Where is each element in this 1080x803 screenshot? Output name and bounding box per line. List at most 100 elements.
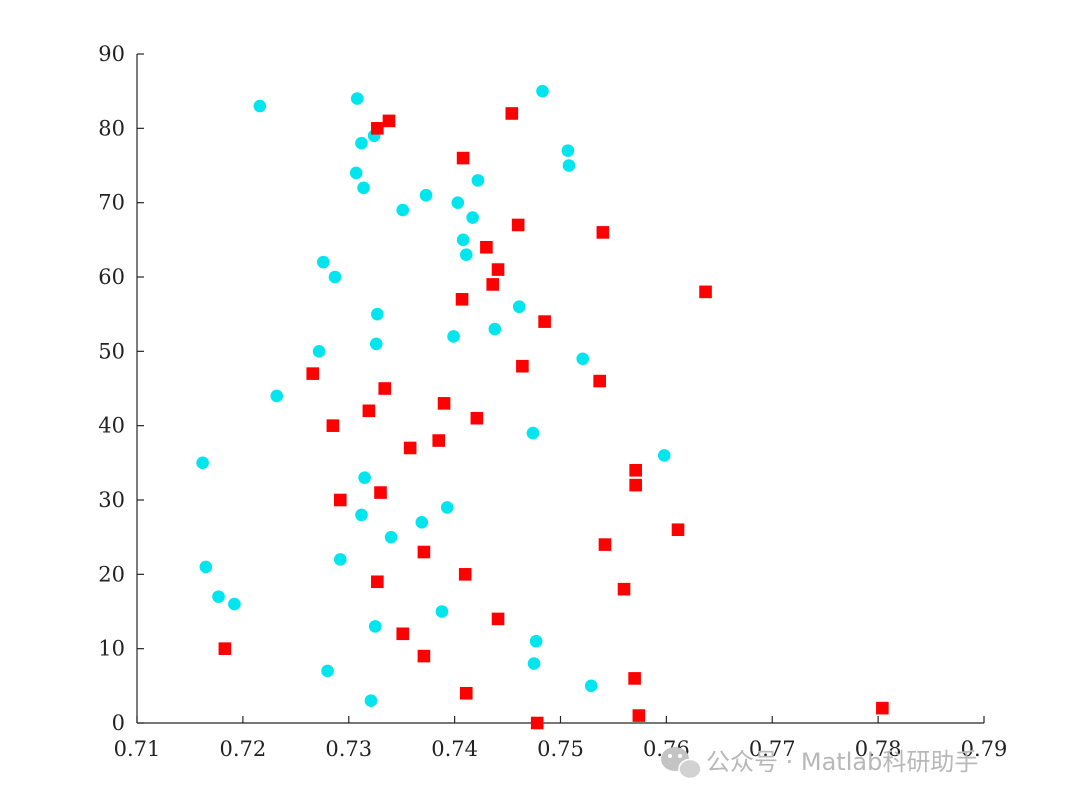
y-tick-label: 50 xyxy=(98,339,125,363)
square-point xyxy=(593,374,606,388)
circle-point xyxy=(355,136,368,150)
square-point xyxy=(437,397,451,410)
circle-point xyxy=(456,233,470,247)
x-tick-label: 0.71 xyxy=(114,737,161,761)
square-point xyxy=(699,285,712,299)
square-point xyxy=(491,612,505,626)
y-tick-label: 40 xyxy=(98,414,125,438)
y-tick-label: 80 xyxy=(98,116,125,140)
square-point xyxy=(671,523,685,537)
circle-point xyxy=(312,345,326,358)
circle-point xyxy=(384,530,398,544)
square-point xyxy=(491,263,505,276)
series-square xyxy=(218,107,889,730)
square-point xyxy=(629,478,642,492)
circle-point xyxy=(253,99,267,113)
circle-point xyxy=(415,516,429,529)
watermark: 公众号 · Matlab科研助手 xyxy=(661,747,978,780)
square-point xyxy=(326,419,340,432)
y-tick-label: 30 xyxy=(98,488,125,512)
square-point xyxy=(417,649,431,663)
circle-point xyxy=(419,188,433,202)
circle-point xyxy=(471,174,485,187)
circle-point xyxy=(199,560,213,574)
square-point xyxy=(382,114,396,128)
axes: 0.71 0.72 0.73 0.74 0.75 0.76 0.77 0.78 0.79 010… xyxy=(98,42,1007,761)
circle-point xyxy=(358,471,371,485)
circle-point xyxy=(212,590,225,603)
square-point xyxy=(505,107,519,120)
square-point xyxy=(403,441,417,455)
circle-point xyxy=(349,166,363,180)
y-tick-label: 60 xyxy=(98,265,125,289)
circle-point xyxy=(512,300,526,314)
circle-point xyxy=(357,181,370,195)
square-point xyxy=(486,278,500,291)
circle-point xyxy=(333,553,347,566)
square-point xyxy=(374,486,387,499)
square-point xyxy=(530,716,544,730)
x-tick-label: 0.74 xyxy=(431,737,478,761)
circle-point xyxy=(584,679,598,693)
circle-point xyxy=(228,597,241,611)
square-point xyxy=(371,575,384,589)
square-point xyxy=(417,545,431,559)
circle-point xyxy=(350,92,364,105)
y-tick-label: 70 xyxy=(98,191,125,215)
watermark-text: 公众号 · Matlab科研助手 xyxy=(706,748,978,776)
circle-point xyxy=(451,196,465,209)
wechat-icon xyxy=(661,747,702,780)
square-point xyxy=(876,701,889,715)
circle-point xyxy=(447,330,460,343)
square-point xyxy=(396,627,410,641)
square-point xyxy=(218,642,232,655)
square-point xyxy=(459,686,473,700)
x-tick-label: 0.73 xyxy=(325,737,372,761)
square-point xyxy=(480,240,493,254)
x-tick-label: 0.77 xyxy=(749,737,796,761)
circle-point xyxy=(355,508,368,522)
square-point xyxy=(538,315,551,328)
circle-point xyxy=(328,270,342,284)
square-point xyxy=(598,538,612,551)
square-point xyxy=(516,359,529,373)
square-point xyxy=(306,367,320,380)
x-tick-label: 0.79 xyxy=(961,737,1008,761)
square-point xyxy=(617,582,631,596)
square-point xyxy=(629,463,642,477)
y-tick-label: 10 xyxy=(98,637,125,661)
square-point xyxy=(371,122,384,135)
square-point xyxy=(632,709,646,722)
x-tick-label: 0.78 xyxy=(855,737,902,761)
circle-point xyxy=(440,501,454,514)
circle-point xyxy=(270,389,284,403)
y-ticks: 0 10 20 30 40 50 60 70 80 90 xyxy=(98,42,144,735)
circle-point xyxy=(527,657,541,670)
circle-point xyxy=(529,634,543,648)
circle-point xyxy=(459,248,473,261)
circle-point xyxy=(576,352,590,366)
x-tick-label: 0.75 xyxy=(537,737,584,761)
circle-point xyxy=(536,84,549,98)
square-point xyxy=(362,404,376,418)
y-tick-label: 0 xyxy=(112,711,125,735)
circle-point xyxy=(368,620,382,633)
circle-point xyxy=(371,307,384,321)
circle-point xyxy=(196,456,209,470)
square-point xyxy=(432,434,446,447)
circle-point xyxy=(321,664,334,678)
square-point xyxy=(456,151,470,165)
circle-point xyxy=(396,203,410,217)
circle-point xyxy=(561,144,575,157)
square-point xyxy=(455,293,469,306)
circle-point xyxy=(466,211,479,224)
series-layer xyxy=(196,84,889,730)
square-point xyxy=(458,568,472,581)
y-tick-label: 20 xyxy=(98,562,125,586)
x-tick-label: 0.72 xyxy=(219,737,266,761)
circle-point xyxy=(435,605,449,618)
circle-point xyxy=(364,694,378,707)
square-point xyxy=(378,382,392,395)
circle-point xyxy=(369,337,383,351)
